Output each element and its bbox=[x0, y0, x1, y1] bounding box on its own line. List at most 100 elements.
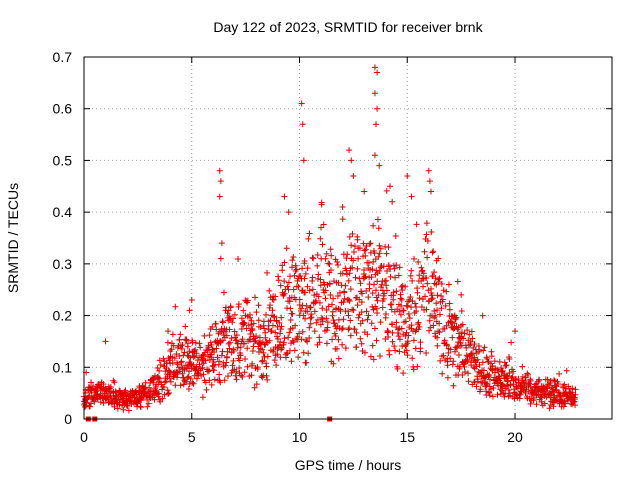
data-point bbox=[345, 296, 352, 303]
data-point bbox=[506, 370, 513, 377]
data-point bbox=[339, 270, 346, 277]
data-point bbox=[210, 367, 217, 374]
x-tick-label: 15 bbox=[399, 429, 415, 445]
data-point bbox=[209, 323, 216, 330]
data-point bbox=[379, 304, 386, 311]
data-point bbox=[417, 345, 424, 352]
data-point bbox=[359, 290, 366, 297]
data-point bbox=[395, 326, 402, 333]
data-point bbox=[254, 366, 261, 373]
data-point bbox=[383, 287, 390, 294]
data-point bbox=[395, 333, 402, 340]
y-tick-label: 0.5 bbox=[53, 152, 73, 168]
data-point bbox=[144, 403, 151, 410]
data-point bbox=[299, 265, 306, 272]
data-point bbox=[470, 364, 477, 371]
data-point bbox=[522, 390, 529, 397]
data-point bbox=[216, 167, 223, 174]
data-point bbox=[465, 378, 472, 385]
data-point bbox=[264, 353, 271, 360]
data-point bbox=[239, 336, 246, 343]
data-point bbox=[420, 283, 427, 290]
data-point bbox=[253, 309, 260, 316]
data-point bbox=[323, 307, 330, 314]
data-point bbox=[184, 374, 191, 381]
data-point bbox=[327, 292, 334, 299]
data-point bbox=[166, 368, 173, 375]
data-point bbox=[206, 377, 213, 384]
data-point bbox=[211, 349, 218, 356]
data-point bbox=[424, 237, 431, 244]
data-point bbox=[419, 267, 426, 274]
data-point bbox=[145, 400, 152, 407]
data-point bbox=[490, 384, 497, 391]
data-point bbox=[442, 302, 449, 309]
data-point bbox=[361, 247, 368, 254]
data-point bbox=[370, 222, 377, 229]
data-point bbox=[426, 317, 433, 324]
data-point bbox=[186, 307, 193, 314]
data-point bbox=[257, 324, 264, 330]
data-point bbox=[406, 296, 413, 303]
data-point bbox=[354, 302, 361, 309]
data-point bbox=[237, 352, 244, 359]
data-point bbox=[219, 319, 226, 326]
data-point bbox=[340, 316, 347, 323]
data-point bbox=[374, 216, 381, 223]
data-point bbox=[172, 382, 179, 389]
data-point bbox=[533, 401, 540, 408]
data-point bbox=[527, 377, 534, 384]
data-point bbox=[382, 310, 389, 317]
data-point bbox=[271, 357, 278, 364]
data-point bbox=[178, 345, 185, 352]
data-point bbox=[517, 391, 524, 398]
data-point bbox=[329, 336, 336, 343]
data-point bbox=[351, 248, 358, 255]
data-point bbox=[165, 389, 172, 396]
data-point bbox=[392, 274, 399, 281]
data-point bbox=[455, 352, 462, 359]
data-point bbox=[182, 323, 189, 330]
data-point bbox=[263, 339, 270, 346]
data-point bbox=[317, 235, 324, 242]
data-point bbox=[200, 371, 207, 378]
data-point bbox=[319, 316, 326, 323]
data-point bbox=[350, 307, 357, 314]
data-point bbox=[341, 289, 348, 296]
data-point bbox=[501, 393, 508, 400]
data-point bbox=[214, 354, 221, 361]
data-point bbox=[380, 295, 387, 302]
data-point bbox=[234, 340, 241, 347]
data-point bbox=[376, 250, 383, 257]
data-point bbox=[507, 392, 514, 399]
plot-area-frame bbox=[83, 56, 613, 420]
data-point bbox=[391, 343, 398, 350]
data-point bbox=[343, 267, 350, 274]
data-point bbox=[441, 337, 448, 344]
data-point bbox=[461, 330, 468, 337]
data-point bbox=[244, 297, 251, 304]
data-point bbox=[541, 400, 548, 407]
data-point bbox=[292, 262, 299, 269]
data-point bbox=[383, 268, 390, 275]
data-point bbox=[399, 287, 406, 294]
data-point bbox=[344, 271, 351, 278]
data-point bbox=[486, 372, 493, 379]
data-point bbox=[154, 364, 161, 371]
data-point bbox=[551, 376, 558, 383]
data-point bbox=[424, 280, 431, 287]
data-point bbox=[227, 304, 234, 311]
data-point bbox=[335, 316, 342, 323]
data-point bbox=[319, 305, 326, 312]
data-point bbox=[409, 277, 416, 284]
data-point bbox=[385, 328, 392, 335]
data-point bbox=[435, 255, 442, 262]
data-point bbox=[435, 278, 442, 285]
data-point bbox=[551, 392, 558, 399]
data-point bbox=[259, 357, 266, 364]
data-point bbox=[293, 266, 300, 273]
data-point bbox=[365, 259, 372, 266]
data-point bbox=[325, 303, 332, 310]
data-point bbox=[480, 347, 487, 354]
data-point bbox=[377, 319, 384, 326]
